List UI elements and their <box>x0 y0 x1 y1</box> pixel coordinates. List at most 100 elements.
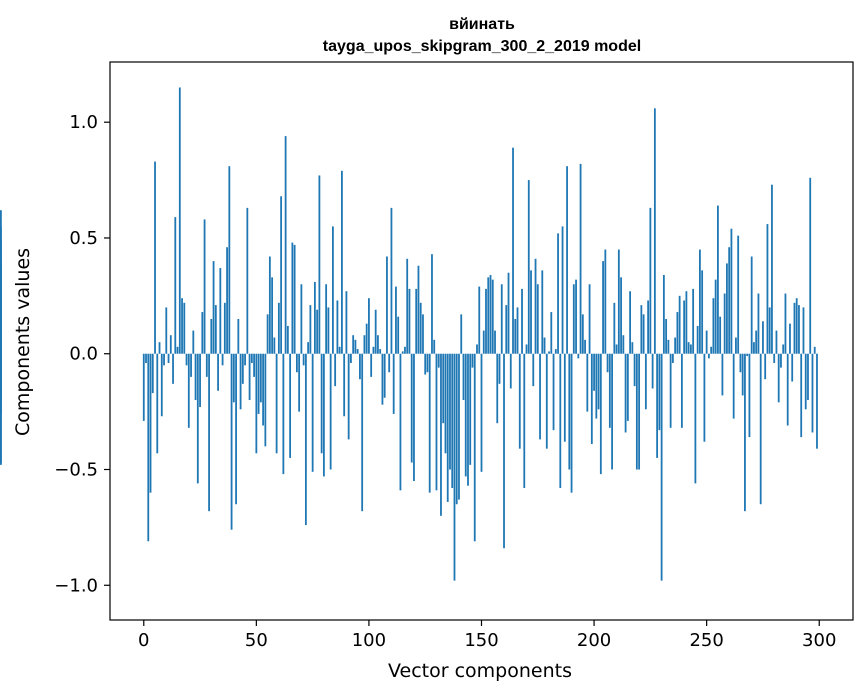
bar-114 <box>399 353 402 491</box>
bar-97 <box>361 353 364 512</box>
bar-90 <box>345 291 348 354</box>
bar-132 <box>440 353 442 516</box>
bar-19 <box>185 353 188 366</box>
bar-130 <box>435 353 438 491</box>
bar-93 <box>352 335 355 354</box>
bar-256 <box>719 316 722 354</box>
bar-55 <box>266 314 269 354</box>
chart-title: вйинать <box>449 16 515 33</box>
bar-150 <box>480 353 483 472</box>
bar-228 <box>656 353 659 458</box>
bar-293 <box>802 307 805 354</box>
bar-261 <box>730 228 733 354</box>
bar-59 <box>275 353 278 454</box>
bar-202 <box>597 353 600 410</box>
bar-147 <box>473 353 476 542</box>
bar-49 <box>253 353 255 377</box>
bar-38 <box>228 166 231 354</box>
bar-50 <box>255 353 258 454</box>
bar-41 <box>235 353 237 505</box>
bar-121 <box>415 288 418 354</box>
bar-193 <box>577 353 580 359</box>
bar-133 <box>442 353 445 424</box>
y-tick-label: −1.0 <box>54 575 98 596</box>
bar-51 <box>257 353 260 414</box>
bar-25 <box>199 353 201 407</box>
bar-30 <box>210 319 213 354</box>
bar-126 <box>426 353 429 373</box>
bar-192 <box>575 279 577 354</box>
bar-35 <box>221 353 224 366</box>
bar-203 <box>599 353 602 475</box>
bar-84 <box>332 226 334 354</box>
bar-18 <box>183 302 186 354</box>
bar-282 <box>777 353 780 403</box>
x-axis-label: Vector components <box>388 660 572 682</box>
bar-168 <box>521 288 523 354</box>
bar-230 <box>660 353 663 581</box>
bar-67 <box>293 244 296 354</box>
bar-120 <box>413 353 415 482</box>
bar-185 <box>559 353 562 489</box>
bar-46 <box>246 207 249 354</box>
bar-122 <box>417 265 420 354</box>
y-tick-label: 0.0 <box>69 344 98 365</box>
bar-209 <box>613 302 616 354</box>
bar-186 <box>561 226 564 354</box>
bar-278 <box>768 307 771 354</box>
bar-201 <box>595 353 598 419</box>
bar-23 <box>194 353 197 401</box>
bar-78 <box>318 175 321 354</box>
bar-14 <box>174 217 177 354</box>
bar-44 <box>241 353 244 384</box>
bar-159 <box>500 284 503 354</box>
bar-285 <box>784 293 787 354</box>
bar-167 <box>518 353 521 449</box>
bar-6 <box>156 353 159 454</box>
bar-216 <box>629 291 631 354</box>
bar-82 <box>327 307 330 354</box>
bar-180 <box>548 351 550 354</box>
bar-83 <box>329 353 332 470</box>
bar-191 <box>572 284 575 354</box>
bar-128 <box>431 254 433 354</box>
bar-70 <box>300 284 303 354</box>
bar-227 <box>653 108 656 354</box>
bar-238 <box>678 295 681 354</box>
bar-72 <box>304 353 307 526</box>
bar-158 <box>498 353 501 384</box>
bar-204 <box>602 261 604 354</box>
bar-142 <box>462 353 465 401</box>
bar-86 <box>336 300 339 354</box>
x-tick-label: 200 <box>577 630 611 651</box>
bar-280 <box>773 353 776 363</box>
y-axis-ticks: −1.0 −0.5 0.0 0.5 1.0 <box>54 112 110 596</box>
bar-24 <box>196 353 199 484</box>
x-tick-label: 0 <box>138 630 149 651</box>
bar-166 <box>516 307 519 354</box>
bar-undefined <box>0 291 2 354</box>
bar-77 <box>316 309 319 354</box>
bar-92 <box>350 353 352 363</box>
bar-268 <box>746 353 749 357</box>
bar-169 <box>523 353 526 489</box>
bar-181 <box>550 312 553 354</box>
bar-136 <box>449 353 451 470</box>
bar-62 <box>282 353 285 475</box>
bar-5 <box>154 161 156 354</box>
x-tick-label: 150 <box>464 630 498 651</box>
bar-40 <box>232 353 235 403</box>
bar-109 <box>388 353 391 373</box>
bar-52 <box>259 353 262 403</box>
bar-58 <box>273 337 276 354</box>
bar-211 <box>617 249 620 354</box>
bar-244 <box>692 288 695 354</box>
y-tick-label: −0.5 <box>54 460 98 481</box>
bar-272 <box>755 330 758 354</box>
bar-187 <box>563 353 566 442</box>
bar-218 <box>633 353 636 387</box>
bar-160 <box>503 353 505 549</box>
bar-292 <box>800 353 803 438</box>
bar-143 <box>464 353 467 477</box>
